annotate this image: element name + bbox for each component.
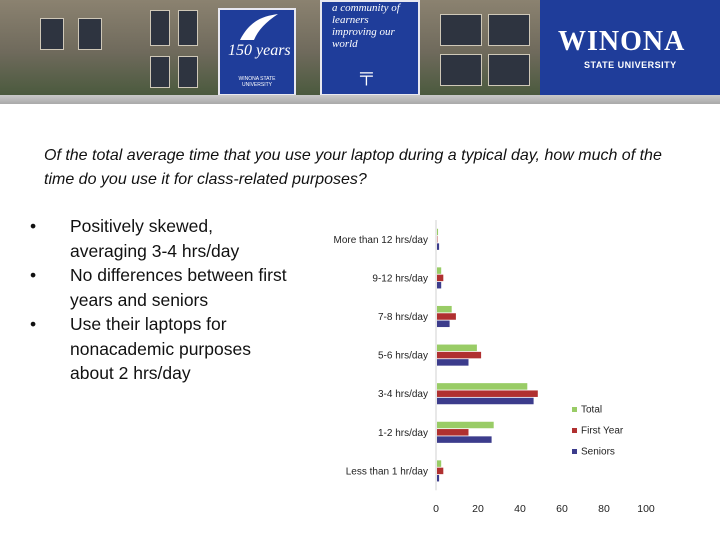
bullet-text: No differences between first years and s… bbox=[70, 265, 287, 310]
bar bbox=[437, 474, 440, 482]
bar bbox=[437, 281, 442, 289]
bullet-marker: • bbox=[30, 314, 37, 334]
bar bbox=[437, 274, 444, 282]
usage-bar-chart: More than 12 hrs/day 9-12 hrs/day 7-8 hrs/… bbox=[334, 220, 655, 515]
building-window bbox=[150, 10, 170, 46]
bar bbox=[437, 243, 440, 250]
bullet-item: • Positively skewed, averaging 3-4 hrs/da… bbox=[30, 214, 290, 263]
university-emblem-icon: ╤ bbox=[360, 64, 373, 84]
building-window bbox=[78, 18, 102, 50]
anniversary-years-text: 150 years bbox=[228, 42, 291, 59]
x-tick-label: 0 bbox=[433, 503, 439, 515]
header-stripe bbox=[0, 95, 720, 104]
bar bbox=[437, 383, 528, 390]
anniversary-banner-flag: 150 years WINONA STATE UNIVERSITY bbox=[218, 8, 296, 96]
x-tick-label: 60 bbox=[556, 503, 568, 515]
category-label: 3-4 hrs/day bbox=[378, 389, 428, 400]
bullet-item: • No differences between first years and … bbox=[30, 263, 290, 312]
bullet-item: • Use their laptops for nonacademic purpo… bbox=[30, 312, 290, 386]
bar bbox=[437, 429, 469, 436]
legend-swatch bbox=[572, 428, 577, 433]
legend-swatch bbox=[572, 449, 577, 454]
category-label: 7-8 hrs/day bbox=[378, 312, 428, 323]
bar bbox=[437, 344, 477, 352]
anniversary-swoosh-icon bbox=[240, 14, 278, 40]
bullet-list: • Positively skewed, averaging 3-4 hrs/da… bbox=[30, 214, 290, 386]
bar bbox=[437, 320, 450, 328]
category-label: More than 12 hrs/day bbox=[334, 235, 429, 246]
bar bbox=[437, 228, 439, 236]
motto-banner-flag: a community of learners improving our wo… bbox=[320, 0, 420, 96]
bar bbox=[437, 351, 482, 359]
category-label: 9-12 hrs/day bbox=[372, 273, 428, 284]
category-label: Less than 1 hr/day bbox=[346, 466, 428, 477]
x-tick-label: 80 bbox=[598, 503, 610, 515]
legend-entry: Seniors bbox=[581, 447, 615, 458]
bar bbox=[437, 421, 494, 429]
legend-entry: Total bbox=[581, 405, 602, 416]
building-window bbox=[178, 10, 198, 46]
building-window bbox=[440, 14, 482, 46]
building-window bbox=[488, 14, 530, 46]
bar bbox=[437, 460, 442, 467]
bullet-marker: • bbox=[30, 216, 37, 236]
bar bbox=[437, 436, 492, 443]
x-tick-label: 100 bbox=[637, 503, 655, 515]
bar bbox=[437, 313, 456, 320]
building-window bbox=[178, 56, 198, 88]
bar bbox=[437, 359, 469, 366]
x-tick-label: 40 bbox=[514, 503, 526, 515]
anniversary-fine-print: WINONA STATE UNIVERSITY bbox=[238, 76, 276, 88]
university-logo-name: WINONA bbox=[558, 26, 686, 57]
slide-question: Of the total average time that you use y… bbox=[44, 147, 662, 188]
bar bbox=[437, 267, 442, 274]
bullet-marker: • bbox=[30, 265, 37, 285]
bullet-text: Positively skewed, averaging 3-4 hrs/day bbox=[70, 216, 240, 261]
building-window bbox=[150, 56, 170, 88]
building-window bbox=[40, 18, 64, 50]
legend-entry: First Year bbox=[581, 426, 624, 437]
x-tick-label: 20 bbox=[472, 503, 484, 515]
building-window bbox=[488, 54, 530, 86]
university-logo: WINONA STATE UNIVERSITY bbox=[540, 0, 720, 95]
bar bbox=[437, 390, 538, 397]
category-label: 5-6 hrs/day bbox=[378, 351, 428, 362]
bar bbox=[437, 305, 452, 313]
legend-swatch bbox=[572, 407, 577, 412]
bar bbox=[437, 397, 534, 405]
building-window bbox=[440, 54, 482, 86]
bar bbox=[437, 467, 444, 475]
university-logo-subtitle: STATE UNIVERSITY bbox=[584, 60, 677, 70]
bullet-text: Use their laptops for nonacademic purpos… bbox=[70, 314, 251, 383]
category-label: 1-2 hrs/day bbox=[378, 428, 428, 439]
motto-text: a community of learners improving our wo… bbox=[332, 2, 400, 50]
header-banner: 150 years WINONA STATE UNIVERSITY a comm… bbox=[0, 0, 720, 104]
